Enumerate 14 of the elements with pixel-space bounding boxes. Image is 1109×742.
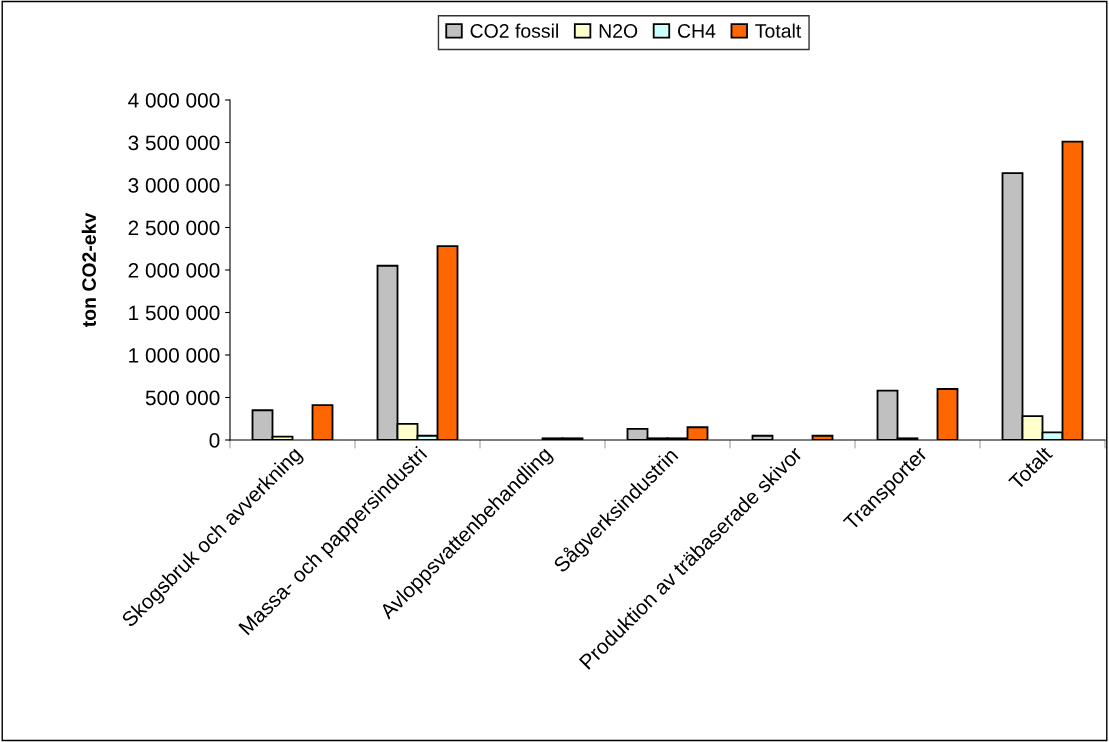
legend-label: Totalt (755, 23, 802, 38)
y-tick-label: 3 500 000 (128, 135, 220, 151)
y-tick-label: 1 500 000 (129, 305, 220, 321)
y-tick-label: 3 000 000 (128, 178, 220, 193)
y-axis-title: ton CO2-ekv (81, 212, 96, 328)
y-tick-label: 4 000 000 (128, 93, 220, 108)
y-tick-label: 2 500 000 (128, 220, 220, 236)
y-tick-label: 0 (209, 433, 220, 448)
y-tick-label: 1 000 000 (129, 348, 220, 363)
y-tick-label: 2 000 000 (128, 263, 220, 278)
legend-label: CH4 (678, 24, 716, 38)
legend-label: N2O (599, 24, 638, 38)
legend-label: CO2 fossil (470, 23, 558, 38)
y-tick-label: 500 000 (145, 390, 220, 406)
